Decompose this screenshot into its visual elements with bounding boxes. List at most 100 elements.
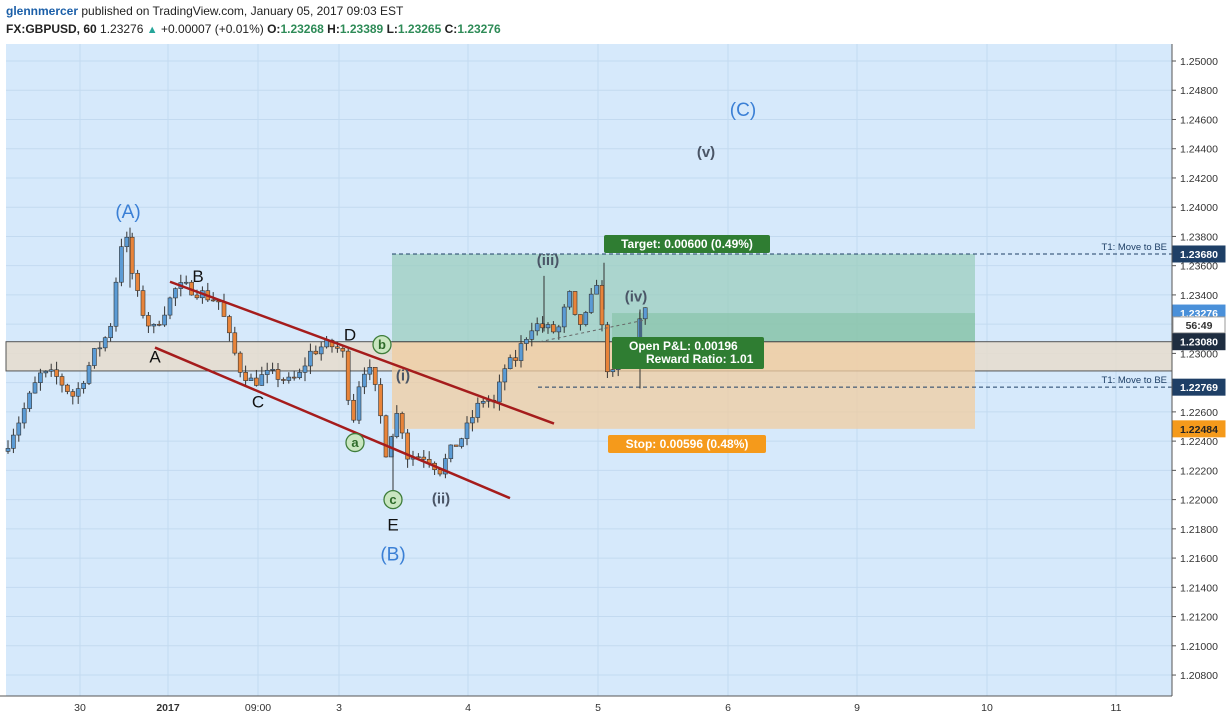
trend-channel xyxy=(154,280,555,500)
candle-body xyxy=(594,285,599,295)
candle-body xyxy=(502,368,508,383)
y-tick-label: 1.24200 xyxy=(1180,173,1218,185)
triangle-line xyxy=(539,319,647,343)
x-tick-label: 09:00 xyxy=(245,702,271,714)
candle-body xyxy=(340,348,346,352)
open-value: 1.23268 xyxy=(280,22,324,36)
candle-body xyxy=(367,367,373,375)
candle-body xyxy=(43,370,49,374)
candle-body xyxy=(518,343,524,361)
x-tick-label: 10 xyxy=(981,702,993,714)
y-tick-label: 1.21000 xyxy=(1180,641,1218,653)
candle-body xyxy=(464,422,470,439)
candle-body xyxy=(470,417,475,424)
candle-body xyxy=(599,285,605,326)
y-tick-label: 1.22000 xyxy=(1180,495,1218,507)
chart-header: glennmercer published on TradingView.com… xyxy=(0,0,1230,42)
candle-body xyxy=(243,372,248,381)
candle-body xyxy=(259,374,265,386)
candle-body xyxy=(356,386,362,421)
candle-body xyxy=(399,413,405,434)
high-value: 1.23389 xyxy=(339,22,384,36)
candle-body xyxy=(86,365,92,384)
target-label-box xyxy=(604,235,770,253)
y-tick-label: 1.22600 xyxy=(1180,407,1218,419)
low-label: L: xyxy=(386,22,398,36)
low-value: 1.23265 xyxy=(397,22,442,36)
y-tick-label: 1.23600 xyxy=(1180,261,1218,273)
candle-body xyxy=(394,413,400,437)
candle-body xyxy=(81,383,86,389)
candle-body xyxy=(540,323,545,329)
price-tag-label: 1.22769 xyxy=(1180,382,1218,394)
candle-body xyxy=(151,324,157,327)
channel-upper-line xyxy=(169,280,555,425)
candle-body xyxy=(210,299,216,302)
arrow-up-icon: ▲ xyxy=(146,24,158,36)
wave-label-c: c xyxy=(389,492,396,507)
candle-body xyxy=(102,337,108,349)
candle-body xyxy=(286,376,292,381)
price-tag-label: 56:49 xyxy=(1186,320,1213,332)
candle-body xyxy=(480,401,486,404)
price-tag-box xyxy=(1172,316,1226,334)
candle-body xyxy=(421,456,427,460)
x-tick-label: 11 xyxy=(1111,702,1122,714)
candle-body xyxy=(59,376,65,386)
candle-body xyxy=(551,324,556,333)
y-tick-label: 1.23400 xyxy=(1180,290,1218,302)
candle-body xyxy=(524,339,529,344)
y-tick-label: 1.24400 xyxy=(1180,144,1218,156)
candle-body xyxy=(534,323,540,332)
wave-circle xyxy=(372,334,392,355)
close-label: C: xyxy=(444,22,458,36)
candle-body xyxy=(11,434,16,449)
target-label: Target: 0.00600 (0.49%) xyxy=(621,237,753,251)
candle-body xyxy=(351,399,356,421)
price-axis[interactable] xyxy=(1172,44,1230,696)
y-tick-label: 1.24600 xyxy=(1180,114,1218,126)
candle-body xyxy=(513,357,518,361)
candle-body xyxy=(227,316,232,334)
candle-body xyxy=(65,384,70,392)
candle-body xyxy=(167,297,173,316)
wave-label-(iii): (iii) xyxy=(537,252,560,269)
candle-body xyxy=(529,330,535,340)
candle-body xyxy=(92,348,97,366)
wave-label-B: B xyxy=(192,267,203,286)
channel-lower-line xyxy=(154,346,511,500)
candle-body xyxy=(497,381,502,403)
candle-body xyxy=(124,236,130,247)
candle-body xyxy=(281,379,286,381)
candle-body xyxy=(140,290,146,316)
y-tick-label: 1.20800 xyxy=(1180,670,1218,682)
candle-body xyxy=(194,294,200,299)
candle-body xyxy=(254,377,259,386)
candle-body xyxy=(32,382,38,394)
symbol-label[interactable]: FX:GBPUSD, 60 xyxy=(6,22,97,36)
x-tick-label: 5 xyxy=(595,702,601,714)
y-tick-label: 1.22400 xyxy=(1180,436,1218,448)
candle-body xyxy=(556,326,562,333)
y-tick-label: 1.24000 xyxy=(1180,202,1218,214)
stop-label: Stop: 0.00596 (0.48%) xyxy=(626,437,749,451)
last-price: 1.23276 xyxy=(100,22,144,36)
candle-body xyxy=(302,365,308,373)
candle-body xyxy=(113,281,119,327)
wave-label-b: b xyxy=(378,337,386,352)
wave-circle xyxy=(345,432,365,453)
author-link[interactable]: glennmercer xyxy=(6,4,79,18)
candle-body xyxy=(173,288,178,299)
y-tick-label: 1.21400 xyxy=(1180,582,1218,594)
candle-body xyxy=(16,422,22,436)
candle-body xyxy=(275,369,281,380)
time-axis[interactable] xyxy=(0,696,1230,722)
candle-body xyxy=(642,307,648,320)
candle-body xyxy=(453,444,459,447)
candle-body xyxy=(38,372,43,383)
price-tag-box xyxy=(1172,333,1226,351)
candle-body xyxy=(54,369,59,377)
candle-body xyxy=(129,236,135,274)
candle-body xyxy=(383,415,389,458)
